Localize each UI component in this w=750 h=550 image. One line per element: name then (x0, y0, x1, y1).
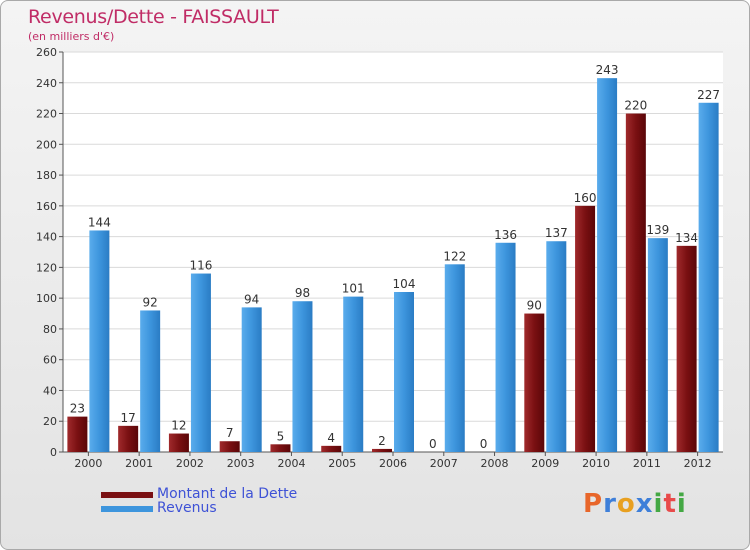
bar-revenue-2004 (292, 301, 313, 452)
chart-title: Revenus/Dette - FAISSAULT (28, 6, 279, 28)
data-label-debt-2006: 2 (378, 434, 386, 448)
bar-debt-2002 (168, 433, 189, 452)
bar-debt-2011 (625, 113, 646, 453)
bar-debt-2005 (321, 445, 342, 452)
data-label-debt-2009: 90 (527, 299, 542, 313)
bar-debt-2006 (372, 448, 392, 452)
data-label-revenue-2006: 104 (393, 277, 416, 291)
bar-revenue-2006 (394, 292, 414, 452)
proxiti-logo: Proxiti (583, 489, 687, 519)
data-label-revenue-2003: 94 (244, 292, 259, 306)
data-label-revenue-2009: 137 (545, 226, 568, 240)
bar-debt-2004 (270, 444, 291, 452)
logo-letter: x (635, 489, 654, 519)
x-tick-label: 2004 (277, 457, 305, 470)
x-tick-label: 2009 (531, 457, 559, 470)
logo-letter: P (583, 489, 604, 519)
x-tick-label: 2012 (684, 457, 712, 470)
bar-revenue-2010 (597, 78, 618, 453)
bar-revenue-2012 (698, 102, 719, 453)
x-tick-label: 2011 (633, 457, 661, 470)
y-tick-label: 180 (36, 169, 57, 182)
y-tick-label: 60 (43, 354, 57, 367)
legend-swatch-debt (101, 492, 153, 498)
data-label-debt-2011: 220 (624, 99, 647, 113)
data-label-revenue-2008: 136 (494, 228, 517, 242)
x-tick-label: 2002 (176, 457, 204, 470)
data-label-revenue-2000: 144 (88, 215, 111, 229)
x-tick-label: 2010 (582, 457, 610, 470)
data-label-debt-2001: 17 (121, 411, 136, 425)
logo-letter: i (653, 489, 664, 519)
y-tick-label: 140 (36, 231, 57, 244)
y-tick-label: 40 (43, 384, 57, 397)
x-tick-label: 2005 (328, 457, 356, 470)
data-label-debt-2012: 134 (675, 231, 698, 245)
bar-revenue-2008 (495, 242, 516, 452)
logo-letter: i (676, 489, 687, 519)
bar-debt-2003 (219, 441, 240, 452)
y-tick-label: 220 (36, 108, 57, 121)
data-label-revenue-2005: 101 (342, 282, 365, 296)
logo-letter: o (616, 489, 636, 519)
bar-revenue-2011 (647, 238, 668, 452)
y-tick-label: 200 (36, 138, 57, 151)
bar-revenue-2002 (190, 273, 211, 452)
bar-revenue-2007 (444, 264, 465, 452)
x-tick-label: 2007 (430, 457, 458, 470)
bar-debt-2001 (118, 425, 139, 452)
data-label-revenue-2007: 122 (443, 249, 466, 263)
logo-letter: t (663, 489, 677, 519)
legend-label-debt: Montant de la Dette (157, 486, 298, 502)
data-label-debt-2004: 5 (277, 429, 285, 443)
y-tick-label: 80 (43, 323, 57, 336)
x-tick-label: 2000 (74, 457, 102, 470)
y-tick-label: 100 (36, 292, 57, 305)
bar-debt-2009 (524, 313, 545, 452)
data-label-revenue-2010: 243 (596, 63, 619, 77)
y-tick-label: 240 (36, 77, 57, 90)
data-label-debt-2005: 4 (327, 431, 335, 445)
legend-swatch-revenue (101, 506, 153, 512)
data-label-debt-2008: 0 (480, 437, 488, 451)
legend-label-revenue: Revenus (157, 500, 217, 516)
x-tick-label: 2008 (481, 457, 509, 470)
data-label-debt-2003: 7 (226, 426, 234, 440)
data-label-revenue-2011: 139 (646, 223, 669, 237)
bar-debt-2000 (67, 416, 88, 452)
bar-revenue-2000 (89, 230, 110, 452)
data-label-debt-2010: 160 (574, 191, 597, 205)
x-tick-label: 2006 (379, 457, 407, 470)
y-tick-label: 260 (36, 46, 57, 59)
chart-subtitle: (en milliers d'€) (28, 30, 115, 43)
x-tick-label: 2003 (227, 457, 255, 470)
y-tick-label: 0 (50, 446, 57, 459)
y-tick-label: 120 (36, 261, 57, 274)
y-tick-label: 20 (43, 415, 57, 428)
logo-letter: r (603, 489, 617, 519)
y-tick-label: 160 (36, 200, 57, 213)
x-tick-label: 2001 (125, 457, 153, 470)
data-label-revenue-2001: 92 (143, 295, 158, 309)
data-label-revenue-2012: 227 (697, 88, 720, 102)
bar-revenue-2003 (241, 307, 262, 452)
bar-revenue-2001 (140, 310, 161, 452)
bar-debt-2010 (575, 205, 596, 452)
data-label-debt-2000: 23 (70, 402, 85, 416)
data-label-debt-2007: 0 (429, 437, 437, 451)
data-label-debt-2002: 12 (171, 419, 186, 433)
bar-revenue-2009 (546, 241, 567, 452)
data-label-revenue-2004: 98 (295, 286, 310, 300)
bar-revenue-2005 (343, 296, 364, 452)
bar-debt-2012 (676, 245, 697, 452)
data-label-revenue-2002: 116 (189, 259, 212, 273)
